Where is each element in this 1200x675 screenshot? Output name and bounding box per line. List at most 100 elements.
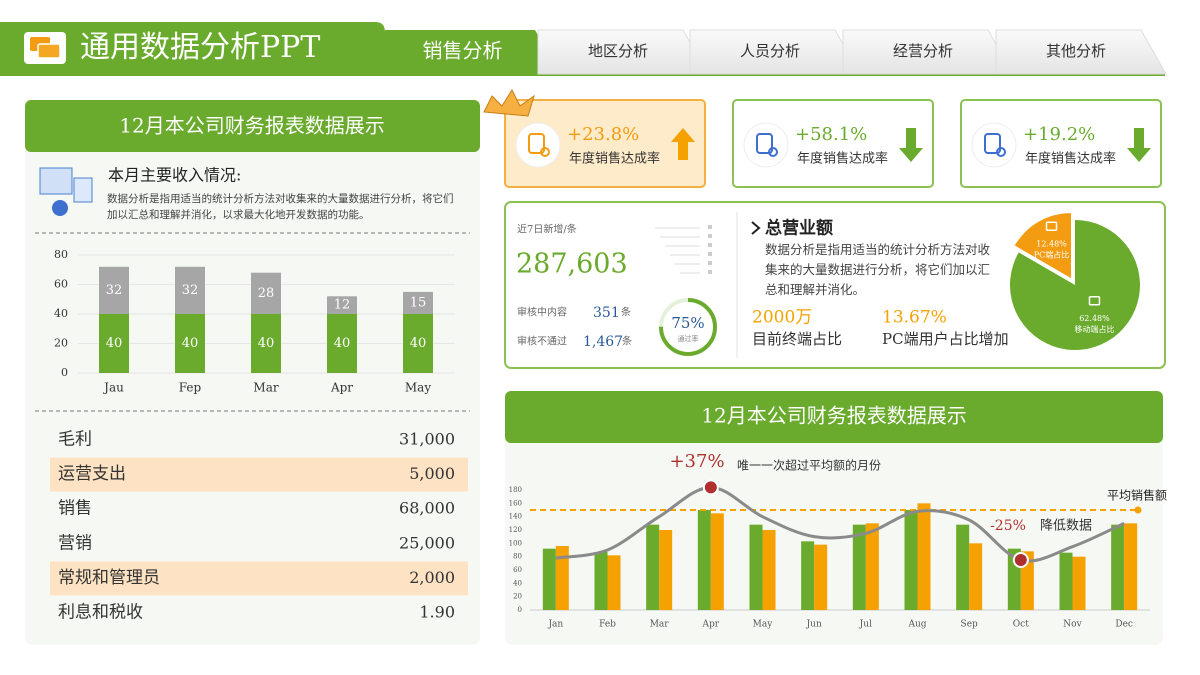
- data-label: 40: [182, 336, 199, 351]
- bar-segment: [403, 291, 433, 314]
- tab-label: 经营分析: [893, 42, 953, 60]
- row-highlight: [50, 457, 468, 492]
- bar-segment: [327, 314, 357, 373]
- bar: [904, 510, 918, 610]
- y-tick-label: 120: [509, 526, 522, 534]
- pie-value-label: 62.48%: [1079, 314, 1110, 323]
- trend-arrow: [1127, 128, 1151, 162]
- kpi-icon: [768, 147, 778, 157]
- chevron: [751, 221, 761, 235]
- kpi-icon: [984, 133, 1001, 154]
- x-tick-label: Feb: [599, 620, 616, 630]
- bar: [814, 544, 828, 610]
- x-tick-label: Apr: [330, 381, 353, 395]
- x-tick-label: Mar: [253, 381, 278, 395]
- kpi-value: +19.2%: [1023, 124, 1095, 145]
- x-tick-label: Jan: [547, 620, 563, 630]
- stat-row-label: 审核不通过: [517, 335, 567, 348]
- bar: [1111, 524, 1125, 610]
- bar: [917, 503, 931, 610]
- reference-dot: [1134, 506, 1142, 514]
- deco-dot: [708, 225, 712, 229]
- data-label: 40: [106, 336, 123, 351]
- data-label: 32: [182, 283, 199, 298]
- kpi-icon: [756, 133, 773, 154]
- x-tick-label: Jun: [806, 620, 822, 630]
- tab[interactable]: [385, 30, 560, 74]
- stat-row-label: 审核中内容: [517, 306, 567, 319]
- bar: [865, 523, 879, 610]
- stat-row-unit: 条: [622, 335, 632, 348]
- deco-dot: [708, 252, 712, 256]
- bar: [762, 530, 776, 610]
- deco-dot: [708, 270, 712, 274]
- row-label: 营销: [58, 533, 92, 553]
- row-value: 2,000: [409, 568, 455, 587]
- data-label: 40: [410, 336, 427, 351]
- illustration: [39, 167, 73, 195]
- pie-slice: [1009, 220, 1140, 350]
- bar: [659, 530, 673, 610]
- panel-header: [505, 391, 1163, 443]
- illustration: [73, 177, 93, 203]
- summary-label: 目前终端占比: [752, 330, 842, 348]
- row-value: 68,000: [399, 499, 455, 518]
- data-label: 15: [410, 295, 427, 310]
- crown: [483, 88, 535, 117]
- x-tick-label: May: [405, 381, 431, 395]
- summary-text: 数据分析是指用适当的统计分析方法对收集来的大量数据进行分析，将它们加以汇总和理解…: [765, 242, 991, 297]
- tab-label: 销售分析: [423, 39, 503, 63]
- row-label: 运营支出: [58, 464, 126, 484]
- data-label: 40: [334, 336, 351, 351]
- bar: [555, 546, 569, 610]
- kpi-icon: [540, 147, 550, 157]
- y-tick-label: 40: [54, 307, 68, 320]
- y-tick-label: 0: [61, 366, 68, 379]
- stat-row-unit: 条: [621, 306, 631, 319]
- tab-label: 其他分析: [1046, 42, 1106, 60]
- bar-segment: [251, 314, 281, 373]
- pie-value-label: 12.48%: [1036, 239, 1067, 248]
- x-tick-label: Apr: [702, 620, 720, 630]
- bar: [1059, 552, 1073, 610]
- bar: [1124, 523, 1138, 610]
- kpi-icon: [996, 147, 1006, 157]
- bar: [1072, 556, 1086, 610]
- header-title: 通用数据分析PPT: [80, 30, 320, 65]
- kpi-card: [732, 99, 934, 188]
- bar-segment: [99, 314, 129, 373]
- y-tick-label: 80: [54, 248, 68, 261]
- bar: [749, 524, 763, 610]
- gauge-arc: [659, 298, 717, 356]
- trend-arrow: [899, 128, 923, 162]
- tab[interactable]: [995, 29, 1167, 75]
- pie-icon: [1045, 221, 1058, 232]
- y-tick-label: 20: [54, 337, 68, 350]
- bar: [852, 524, 866, 610]
- row-label: 毛利: [58, 430, 92, 450]
- header-block: [0, 22, 385, 76]
- bar-segment: [175, 314, 205, 373]
- trend-arrow: [671, 128, 695, 160]
- y-tick-label: 20: [513, 593, 522, 601]
- y-tick-label: 60: [513, 566, 522, 574]
- stat-label: 近7日新增/条: [517, 223, 577, 236]
- tab-label: 地区分析: [588, 42, 648, 60]
- y-tick-label: 160: [509, 499, 522, 507]
- stats-box: [504, 201, 1166, 369]
- annotation: -25%: [990, 518, 1026, 534]
- kpi-label: 年度销售达成率: [1025, 151, 1116, 167]
- x-tick-label: May: [753, 620, 774, 630]
- annotation-note: 唯一一次超过平均额的月份: [737, 458, 881, 473]
- kpi-value: +58.1%: [795, 124, 867, 145]
- annotation: +37%: [669, 451, 724, 472]
- gauge-label: 75%: [671, 314, 704, 332]
- y-tick-label: 100: [509, 539, 522, 547]
- row-label: 销售: [58, 499, 92, 519]
- bar: [969, 543, 983, 610]
- bar-segment: [251, 272, 281, 314]
- subtitle: 本月主要收入情况:: [108, 166, 241, 185]
- bar: [956, 524, 970, 610]
- y-tick-label: 40: [513, 579, 522, 587]
- kpi-icon: [528, 133, 545, 154]
